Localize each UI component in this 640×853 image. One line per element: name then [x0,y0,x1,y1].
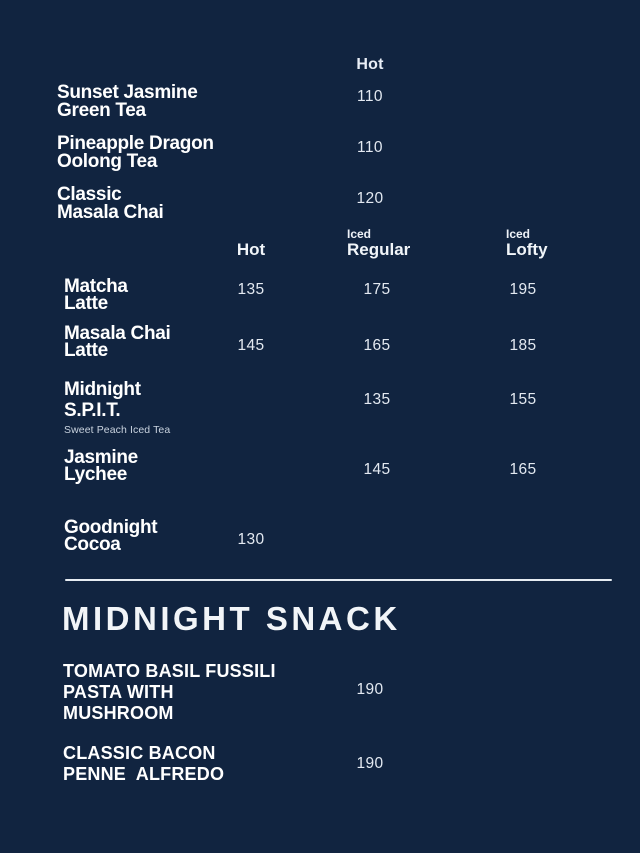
menu-item-row: Classic Masala Chai 120 [0,184,640,237]
column-header-label: Lofty [506,240,548,259]
menu-item-row: Pineapple Dragon Oolong Tea 110 [0,133,640,186]
item-price-iced-regular: 165 [363,337,391,354]
item-name: Masala Chai Latte [64,323,171,361]
item-name: CLASSIC BACON PENNE ALFREDO [63,743,225,784]
column-header-small-label: Iced [347,227,372,241]
item-price-hot: 145 [237,337,265,354]
menu-item-row: Goodnight Cocoa 130 [0,517,640,557]
item-name: Matcha Latte [64,276,128,314]
item-name: Classic Masala Chai [57,184,164,223]
item-price-hot: 110 [357,88,383,105]
menu-item-row: Masala Chai Latte 145 165 185 [0,323,640,379]
column-header-iced-lofty: Iced Lofty [506,227,548,259]
item-name: Goodnight Cocoa [64,517,158,555]
item-price-iced-lofty: 185 [509,337,537,354]
item-price-hot: 130 [237,531,265,548]
column-header-hot-top: Hot [356,56,384,73]
item-price-iced-regular: 175 [363,281,391,298]
menu-item-row: CLASSIC BACON PENNE ALFREDO 190 [0,743,640,784]
column-header-label: Hot [236,240,266,259]
item-price-hot: 110 [357,139,383,156]
column-header-hot: Hot [211,240,291,259]
item-price-iced-lofty: 165 [509,461,537,478]
item-price-iced-lofty: 155 [509,391,537,408]
item-subtitle: Sweet Peach Iced Tea [64,424,171,436]
item-price-iced-regular: 145 [363,461,391,478]
menu-item-row: Midnight S.P.I.T. Sweet Peach Iced Tea 1… [0,379,640,449]
item-price-hot: 120 [356,190,384,207]
column-header-label: Regular [347,240,411,259]
item-name: TOMATO BASIL FUSSILI PASTA WITH MUSHROOM [63,661,276,723]
midnight-snack-section: TOMATO BASIL FUSSILI PASTA WITH MUSHROOM… [0,661,640,784]
menu-item-row: Sunset Jasmine Green Tea 110 [0,82,640,135]
item-price-iced-lofty: 195 [509,281,537,298]
section-divider [65,579,612,581]
column-header-iced-regular: Iced Regular [347,227,411,259]
snack-section-title: MIDNIGHT SNACK [62,600,401,637]
item-price: 190 [356,755,384,772]
item-name: Midnight S.P.I.T. [64,379,141,421]
menu-item-row: TOMATO BASIL FUSSILI PASTA WITH MUSHROOM… [0,661,640,743]
hot-tea-section: Sunset Jasmine Green Tea 110 Pineapple D… [0,82,640,237]
menu-item-row: Matcha Latte 135 175 195 [0,276,640,325]
latte-column-headers: Hot Iced Regular Iced Lofty [0,227,640,259]
item-name: Jasmine Lychee [64,447,138,485]
item-name: Sunset Jasmine Green Tea [57,82,198,121]
item-name: Pineapple Dragon Oolong Tea [57,133,214,172]
menu-item-row: Jasmine Lychee 145 165 [0,447,640,519]
latte-section: Matcha Latte 135 175 195 Masala Chai Lat… [0,276,640,557]
item-price-iced-regular: 135 [363,391,391,408]
column-header-small-label: Iced [506,227,531,241]
item-price: 190 [356,681,384,698]
item-price-hot: 135 [237,281,265,298]
